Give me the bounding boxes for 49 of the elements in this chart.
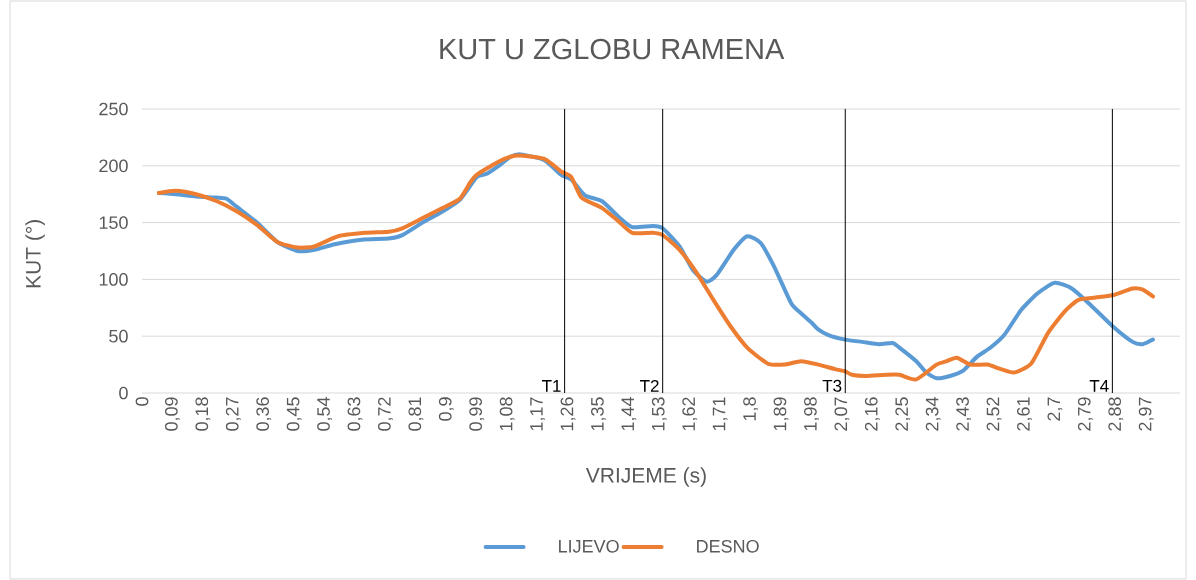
y-tick-label: 0 [119,386,128,400]
x-tick-label: 0,81 [408,397,424,431]
x-tick-label: 2,7 [1047,397,1063,421]
ref-line-label: T2 [640,379,659,392]
x-tick-label: 1,26 [560,397,576,431]
x-tick-label: 1,53 [651,397,667,431]
x-tick-label: 0 [135,397,149,406]
x-tick-label: 1,98 [804,397,819,431]
y-tick-label: 150 [99,216,128,229]
x-tick-label: 0,72 [378,397,393,431]
x-tick-label: 2,43 [956,397,972,431]
x-tick-label: 2,79 [1077,397,1093,431]
x-tick-label: 0,63 [347,397,363,431]
x-axis-title: VRIJEME (s) [585,467,706,487]
x-tick-label: 0,45 [286,397,302,431]
x-tick-label: 0,9 [438,397,454,421]
x-tick-label: 0,99 [469,397,485,431]
ref-line-label: T3 [822,379,842,392]
x-tick-label: 2,25 [895,397,911,431]
x-tick-label: 1,89 [773,397,789,431]
x-tick-label: 0,36 [256,397,272,431]
legend-label: DESNO [697,539,759,553]
y-tick-label: 200 [99,159,128,173]
x-tick-label: 0,18 [195,397,211,431]
legend-label: LIJEVO [559,539,619,553]
x-tick-label: 0,09 [165,397,180,431]
x-tick-label: 1,71 [712,397,728,431]
x-tick-label: 2,16 [864,397,880,431]
x-tick-label: 2,07 [834,397,850,431]
ref-line-label: T1 [541,380,561,392]
x-tick-label: 2,61 [1017,397,1032,431]
y-axis-title: KUT (°) [25,220,45,288]
ref-line-label: T4 [1089,380,1109,392]
x-tick-label: 1,35 [591,397,606,431]
x-tick-label: 2,88 [1108,397,1124,431]
y-tick-label: 250 [99,102,128,116]
x-tick-label: 0,27 [225,397,241,431]
x-tick-label: 1,08 [499,397,515,431]
x-tick-label: 1,62 [682,397,698,431]
x-tick-label: 2,34 [925,397,941,431]
x-tick-label: 1,17 [530,397,545,431]
x-tick-label: 2,97 [1138,397,1154,431]
y-tick-label: 100 [99,273,128,286]
y-tick-label: 50 [109,329,128,343]
x-tick-label: 1,44 [621,397,637,431]
x-tick-label: 1,8 [743,397,759,421]
chart-title: KUT U ZGLOBU RAMENA [440,38,785,60]
x-tick-label: 2,52 [986,397,1002,431]
x-tick-label: 0,54 [317,397,333,431]
